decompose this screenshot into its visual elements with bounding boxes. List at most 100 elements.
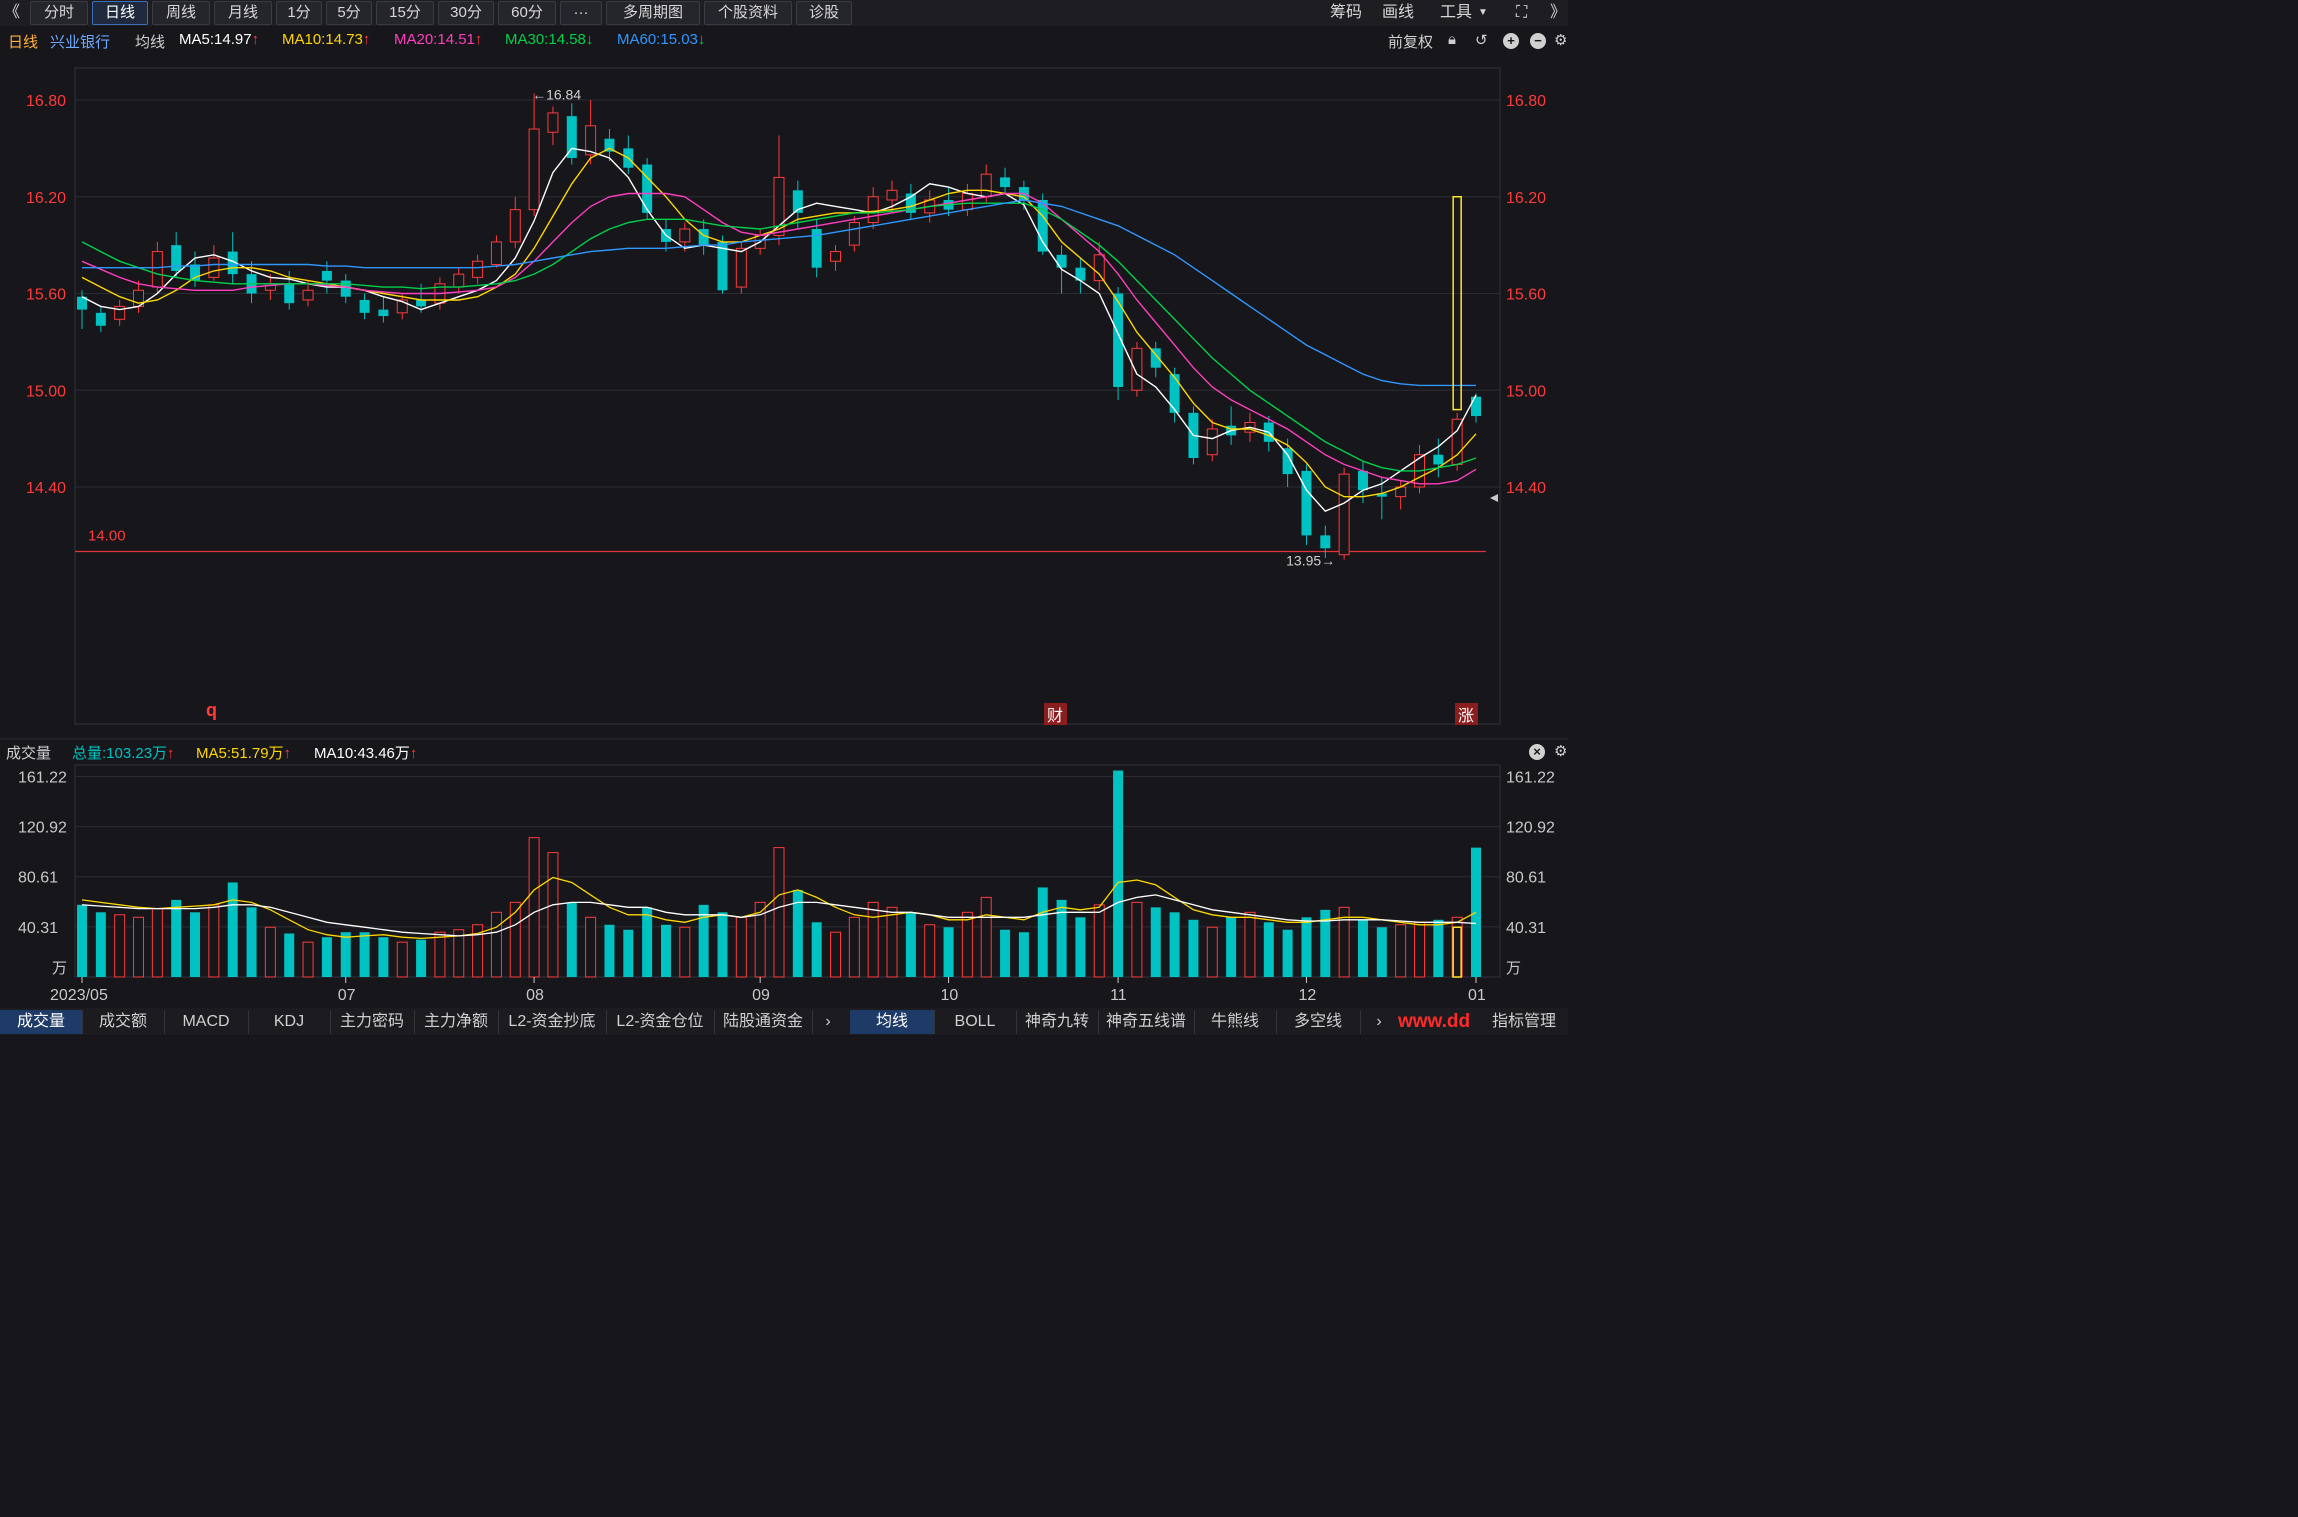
ma-label[interactable]: 均线 <box>135 34 166 51</box>
candle-body-43 <box>886 189 898 201</box>
tab-2[interactable]: 周线 <box>152 1 210 25</box>
back-button[interactable]: 《 <box>4 4 21 21</box>
chevron-down-icon[interactable]: ▼ <box>1478 7 1488 18</box>
vol-bar-20 <box>453 929 465 978</box>
vol-bar-54 <box>1093 904 1105 978</box>
vol-bar-42 <box>867 901 879 978</box>
vol-bar-56 <box>1131 901 1143 978</box>
vol-bar-30 <box>642 907 653 977</box>
tab-6[interactable]: 15分 <box>376 1 434 25</box>
candle-body-60 <box>1206 428 1218 456</box>
indicator-tab-4[interactable]: 主力密码 <box>330 1010 415 1034</box>
candle-body-35 <box>735 247 747 288</box>
high-price-label: ←16.84 <box>532 87 581 103</box>
settings-icon[interactable]: ⚙ <box>1554 32 1568 49</box>
vol-bar-71 <box>1413 921 1425 978</box>
indicator-tab-8[interactable]: 陆股通资金 <box>714 1010 813 1034</box>
vol-bar-68 <box>1357 919 1368 977</box>
finance-marker[interactable]: 财 <box>1047 706 1063 725</box>
candle-body-14 <box>340 280 351 297</box>
vol-bar-35 <box>735 916 747 978</box>
tools-button[interactable]: 工具 <box>1440 4 1473 21</box>
tab-11[interactable]: 个股资料 <box>704 1 792 25</box>
tab-10[interactable]: 多周期图 <box>606 1 700 25</box>
tab-9[interactable]: ··· <box>560 1 602 25</box>
candle-body-40 <box>830 251 842 262</box>
finance-marker-bg[interactable] <box>1044 703 1067 725</box>
vol-tick-left-1: 80.61 <box>18 870 58 887</box>
vol-bar-69 <box>1376 927 1387 977</box>
candle-body-37 <box>773 176 785 236</box>
vol-bar-26 <box>566 902 577 977</box>
lock-icon[interactable]: 🔒︎ <box>1448 31 1456 48</box>
close-icon[interactable]: × <box>1529 744 1545 760</box>
marker-q[interactable]: q <box>206 700 217 720</box>
vol-bar-8 <box>227 882 238 977</box>
candle-body-64 <box>1282 448 1293 475</box>
price-axis-right: 14.40 15.00 15.60 16.20 16.80 <box>1506 93 1546 497</box>
indicator-tab-7[interactable]: L2-资金仓位 <box>606 1010 715 1034</box>
tab-5[interactable]: 5分 <box>326 1 372 25</box>
indicator-tab-5[interactable]: 主力净额 <box>414 1010 499 1034</box>
indicator-tab-1[interactable]: 成交额 <box>82 1010 165 1034</box>
tab-4[interactable]: 1分 <box>276 1 322 25</box>
candle-body-52 <box>1056 254 1067 268</box>
tab-3[interactable]: 月线 <box>214 1 272 25</box>
vol-bar-29 <box>623 929 634 977</box>
candle-body-56 <box>1131 347 1143 391</box>
chips-button[interactable]: 筹码 <box>1330 4 1363 21</box>
zoom-in-icon[interactable]: + <box>1503 33 1519 49</box>
indicator-manage-button[interactable]: 指标管理 <box>1491 1013 1556 1030</box>
overlay-tab-1[interactable]: BOLL <box>934 1010 1017 1034</box>
date-axis: 2023/05 07 08 09 10 11 12 01 <box>50 977 1486 1004</box>
candle-body-5 <box>171 245 182 271</box>
overlay-tab-4[interactable]: 牛熊线 <box>1194 1010 1277 1034</box>
indicator-tab-0[interactable]: 成交量 <box>0 1010 83 1034</box>
indicator-tab-3[interactable]: KDJ <box>248 1010 331 1034</box>
rise-marker[interactable]: 涨 <box>1458 706 1474 725</box>
rise-marker-bg[interactable] <box>1455 703 1478 725</box>
tab-0[interactable]: 分时 <box>30 1 88 25</box>
vol-bar-16 <box>378 937 389 977</box>
draw-button[interactable]: 画线 <box>1382 4 1415 21</box>
vol-bar-14 <box>340 932 351 977</box>
indicator-tab-2[interactable]: MACD <box>164 1010 249 1034</box>
overlay-tab-2[interactable]: 神奇九转 <box>1016 1010 1099 1034</box>
volume-title[interactable]: 成交量 <box>6 745 52 762</box>
zoom-out-icon[interactable]: − <box>1530 33 1546 49</box>
stock-chart[interactable]: 14.40 15.00 15.60 16.20 16.80 14.40 15.00 15.6… <box>0 54 1568 1008</box>
candle-body-21 <box>472 260 484 278</box>
candle-body-42 <box>867 196 879 224</box>
tab-12[interactable]: 诊股 <box>796 1 852 25</box>
vol-bar-4 <box>151 908 163 978</box>
volume-settings-icon[interactable]: ⚙ <box>1554 743 1568 760</box>
adjust-mode[interactable]: 前复权 <box>1388 34 1434 51</box>
undo-icon[interactable]: ↺ <box>1475 32 1488 49</box>
stock-name[interactable]: 兴业银行 <box>50 34 111 51</box>
tab-7[interactable]: 30分 <box>438 1 494 25</box>
more-button[interactable]: 》 <box>1550 4 1567 21</box>
vol-bar-66 <box>1320 909 1331 977</box>
ma-line-ma10 <box>81 147 1477 498</box>
overlay-tab-5[interactable]: 多空线 <box>1276 1010 1361 1034</box>
indicator-tab-6[interactable]: L2-资金抄底 <box>498 1010 607 1034</box>
candle-body-15 <box>359 299 370 313</box>
vol-bar-33 <box>698 904 709 977</box>
support-label: 14.00 <box>88 528 126 545</box>
overlay-tab-3[interactable]: 神奇五线谱 <box>1098 1010 1195 1034</box>
vol-bar-32 <box>679 926 691 978</box>
tab-1[interactable]: 日线 <box>92 1 148 25</box>
candle-body-54 <box>1093 254 1105 282</box>
vol-bar-45 <box>924 924 936 978</box>
tab-8[interactable]: 60分 <box>498 1 556 25</box>
price-axis-left: 14.40 15.00 15.60 16.20 16.80 <box>26 93 66 497</box>
chevron-right-icon[interactable]: › <box>825 1013 831 1030</box>
candle-body-48 <box>980 173 992 198</box>
overlay-tab-0[interactable]: 均线 <box>850 1010 935 1034</box>
vol-bar-0 <box>77 904 87 977</box>
fullscreen-icon[interactable]: ⛶ <box>1516 4 1528 21</box>
chevron-right-icon-2[interactable]: › <box>1376 1013 1382 1030</box>
vol-bar-48 <box>980 896 992 978</box>
volume-info-bar: 成交量 总量:103.23万↑ MA5:51.79万↑ MA10:43.46万↑… <box>0 739 1568 763</box>
vol-bar-11 <box>284 933 295 977</box>
